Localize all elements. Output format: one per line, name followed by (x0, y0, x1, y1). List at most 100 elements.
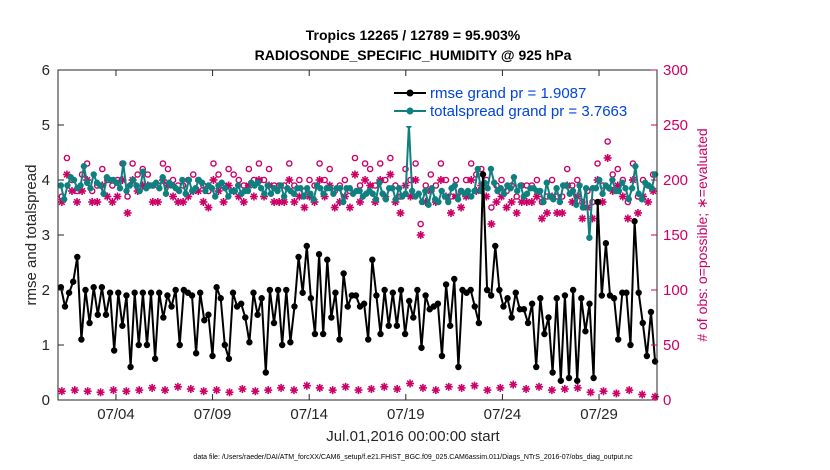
possible-marker (326, 165, 334, 173)
totalspread-point (162, 190, 170, 197)
low-count-marker (535, 382, 544, 391)
asterisk-stroke (63, 171, 71, 178)
totalspread-point (267, 190, 275, 197)
asterisk-stroke (518, 198, 526, 206)
totalspread-point (307, 190, 314, 197)
low-count-marker (83, 387, 92, 396)
rmse-point (565, 374, 573, 382)
asterisk-stroke (213, 386, 221, 394)
rmse-point (299, 289, 306, 296)
rmse-point (188, 292, 196, 299)
asterisk-stroke (329, 386, 337, 394)
asterisk-stroke (488, 220, 495, 228)
asterisk-stroke (290, 198, 298, 206)
rmse-point (467, 286, 474, 294)
rmse-point (303, 242, 310, 250)
low-count-marker (148, 383, 157, 392)
asterisk-stroke (432, 386, 440, 394)
asterisk-stroke (493, 198, 500, 206)
rmse-point (504, 295, 511, 302)
asterisk-stroke (553, 209, 561, 217)
rmse-point (197, 289, 204, 296)
rmse-point (254, 311, 261, 318)
low-count-marker (380, 382, 389, 391)
possible-marker (215, 171, 222, 178)
x-tick-label: 07/09 (194, 406, 232, 423)
totalspread-point (628, 185, 636, 192)
asterisk-stroke (419, 384, 427, 392)
low-count-marker (406, 379, 415, 388)
asterisk-stroke (467, 176, 475, 184)
asterisk-stroke (380, 383, 388, 391)
rmse-point (237, 300, 245, 307)
totalspread-point (80, 163, 88, 170)
totalspread-point (225, 193, 232, 200)
y-right-tick-label: 150 (663, 227, 688, 244)
rmse-point (258, 295, 265, 302)
asterisk-stroke (270, 198, 278, 206)
evaluated-marker (502, 203, 511, 212)
possible-marker (164, 165, 172, 173)
totalspread-point (376, 179, 383, 186)
evaluated-marker (330, 203, 339, 212)
rmse-point (274, 286, 282, 294)
totalspread-point (330, 190, 337, 197)
x-axis-label: Jul.01,2016 00:00:00 start (326, 428, 500, 445)
low-count-marker (173, 382, 182, 391)
rmse-point (209, 352, 216, 360)
asterisk-stroke (200, 387, 208, 395)
totalspread-point (605, 185, 613, 192)
totalspread-point (326, 185, 334, 192)
low-count-marker (251, 387, 260, 396)
possible-marker (306, 176, 313, 184)
asterisk-stroke (533, 193, 541, 200)
asterisk-stroke (285, 176, 293, 184)
rmse-point (582, 328, 589, 335)
totalspread-point (192, 185, 199, 192)
rmse-point (332, 289, 339, 296)
totalspread-point (221, 185, 229, 192)
possible-marker (144, 171, 152, 178)
asterisk-stroke (624, 215, 632, 222)
rmse-point (639, 319, 646, 327)
rmse-point (61, 303, 69, 310)
totalspread-point (445, 198, 452, 206)
totalspread-point (540, 198, 547, 206)
low-count-marker (625, 386, 634, 395)
asterisk-stroke (484, 386, 491, 394)
evaluated-marker (275, 198, 284, 206)
totalspread-point (274, 187, 281, 195)
totalspread-point (152, 179, 160, 186)
rmse-point (541, 330, 548, 338)
low-count-marker (586, 388, 595, 397)
asterisk-stroke (346, 204, 354, 211)
rmse-point (381, 286, 388, 294)
asterisk-stroke (88, 198, 96, 206)
possible-marker (134, 171, 141, 178)
totalspread-point (497, 185, 504, 192)
totalspread-point (382, 196, 390, 203)
totalspread-point (599, 190, 606, 197)
totalspread-point (487, 165, 495, 173)
asterisk-stroke (114, 193, 121, 200)
asterisk-stroke (277, 384, 285, 392)
rmse-point (406, 297, 413, 305)
rmse-point (336, 336, 343, 343)
asterisk-stroke (406, 380, 414, 387)
low-count-marker (560, 385, 569, 393)
totalspread-point (257, 185, 265, 192)
asterisk-stroke (148, 384, 156, 392)
rmse-point (119, 322, 126, 329)
asterisk-stroke (109, 198, 116, 206)
low-count-marker (367, 385, 376, 393)
rmse-point (246, 339, 253, 346)
asterisk-stroke (301, 204, 308, 211)
totalspread-point (464, 187, 472, 195)
evaluated-marker (67, 187, 76, 195)
rmse-point (57, 284, 65, 291)
low-count-marker (161, 386, 170, 395)
possible-marker (488, 204, 495, 211)
low-count-marker (70, 386, 79, 395)
asterisk-stroke (174, 383, 182, 391)
rmse-point (508, 314, 515, 321)
